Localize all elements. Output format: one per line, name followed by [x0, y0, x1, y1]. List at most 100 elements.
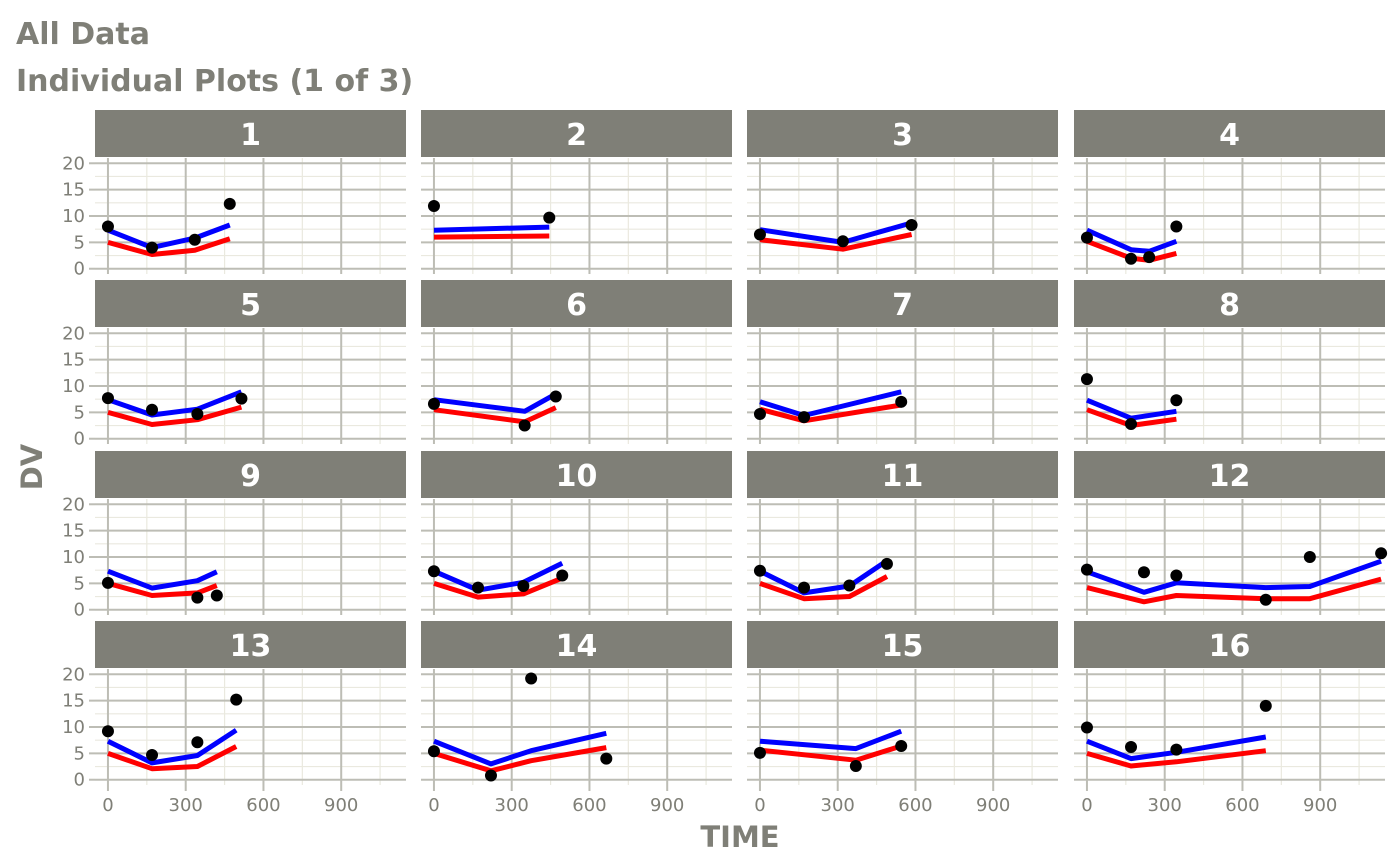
data-point [101, 220, 114, 233]
strip-background [747, 621, 1058, 668]
y-tick-label: 10 [62, 547, 85, 568]
strip-background [747, 110, 1058, 157]
blue-line [1086, 734, 1267, 762]
y-tick-label: 5 [74, 743, 85, 764]
panel-3: 3 [747, 110, 1058, 274]
red-line [1086, 238, 1178, 263]
strip-background [421, 110, 732, 157]
data-point [101, 392, 114, 405]
y-tick-label: 15 [62, 180, 85, 201]
y-tick-label: 15 [62, 350, 85, 371]
data-point [1125, 741, 1138, 754]
data-point [230, 693, 243, 706]
data-point [235, 392, 248, 405]
data-point [543, 211, 556, 224]
blue-line [107, 389, 243, 418]
data-point [525, 672, 538, 685]
x-tick-label: 300 [169, 795, 203, 816]
red-line [107, 744, 238, 772]
data-point [101, 576, 114, 589]
x-tick-label: 900 [976, 795, 1010, 816]
red-line [1086, 748, 1267, 769]
panel-15: 15 0 300 600 900 [747, 621, 1058, 816]
strip-label: 7 [892, 288, 913, 323]
data-point [849, 760, 862, 773]
strip-label: 14 [556, 629, 598, 664]
chart-subtitle: Individual Plots (1 of 3) [16, 64, 413, 99]
y-tick-label: 20 [62, 153, 85, 174]
red-line [759, 574, 889, 602]
y-tick-label: 5 [74, 573, 85, 594]
data-point [753, 228, 766, 241]
blue-line [758, 558, 889, 596]
data-point [798, 411, 811, 424]
y-tick-label: 5 [74, 232, 85, 253]
data-point [905, 218, 918, 231]
x-tick-label: 900 [650, 795, 684, 816]
data-point [843, 579, 856, 592]
data-point [1170, 394, 1183, 407]
data-point [146, 403, 159, 416]
strip-label: 13 [230, 629, 272, 664]
data-point [1125, 417, 1138, 430]
data-point [1375, 547, 1388, 560]
x-tick-label: 300 [1148, 795, 1182, 816]
data-point [427, 199, 440, 212]
data-point [1080, 231, 1093, 244]
strip-label: 10 [556, 459, 598, 494]
x-tick-label: 0 [1081, 795, 1092, 816]
y-tick-label: 20 [62, 494, 85, 515]
strip-background [95, 451, 406, 498]
data-point [191, 407, 204, 420]
data-point [1080, 373, 1093, 386]
strip-label: 15 [882, 629, 924, 664]
y-tick-label: 0 [74, 770, 85, 791]
data-point [191, 736, 204, 749]
x-tick-label: 600 [1225, 795, 1259, 816]
y-tick-label: 10 [62, 376, 85, 397]
data-point [427, 397, 440, 410]
strip-background [95, 621, 406, 668]
y-tick-label: 0 [74, 429, 85, 450]
data-point [191, 591, 204, 604]
panel-9: 9 0 5 10 15 20 [62, 451, 406, 621]
red-line [759, 232, 913, 252]
strip-background [1074, 451, 1385, 498]
x-axis-title: TIME [700, 820, 779, 854]
strip-label: 6 [566, 288, 587, 323]
y-tick-label: 20 [62, 323, 85, 344]
x-tick-label: 600 [572, 795, 606, 816]
strip-label: 3 [892, 118, 913, 153]
red-line [107, 580, 218, 598]
data-point [518, 419, 531, 432]
x-tick-label: 0 [102, 795, 113, 816]
data-point [753, 407, 766, 420]
data-point [517, 580, 530, 592]
red-line [433, 745, 607, 774]
data-point [1259, 593, 1272, 606]
data-point [556, 569, 569, 582]
blue-line [107, 568, 218, 591]
data-point [1303, 551, 1316, 563]
data-point [753, 746, 766, 759]
blue-line [1086, 558, 1382, 595]
y-tick-label: 10 [62, 206, 85, 227]
strip-background [1074, 110, 1385, 157]
blue-line [106, 728, 238, 766]
data-point [1080, 563, 1093, 576]
y-tick-label: 15 [62, 521, 85, 542]
strip-label: 16 [1209, 629, 1251, 664]
data-point [836, 235, 849, 248]
strip-background [95, 110, 406, 157]
strip-label: 1 [240, 118, 261, 153]
y-tick-label: 5 [74, 402, 85, 423]
data-point [146, 241, 159, 254]
chart-title: All Data [16, 17, 150, 52]
x-tick-label: 900 [324, 795, 358, 816]
data-point [1170, 743, 1183, 756]
data-point [188, 233, 201, 246]
data-point [1125, 252, 1138, 265]
data-point [600, 752, 613, 765]
data-point [1170, 220, 1183, 233]
